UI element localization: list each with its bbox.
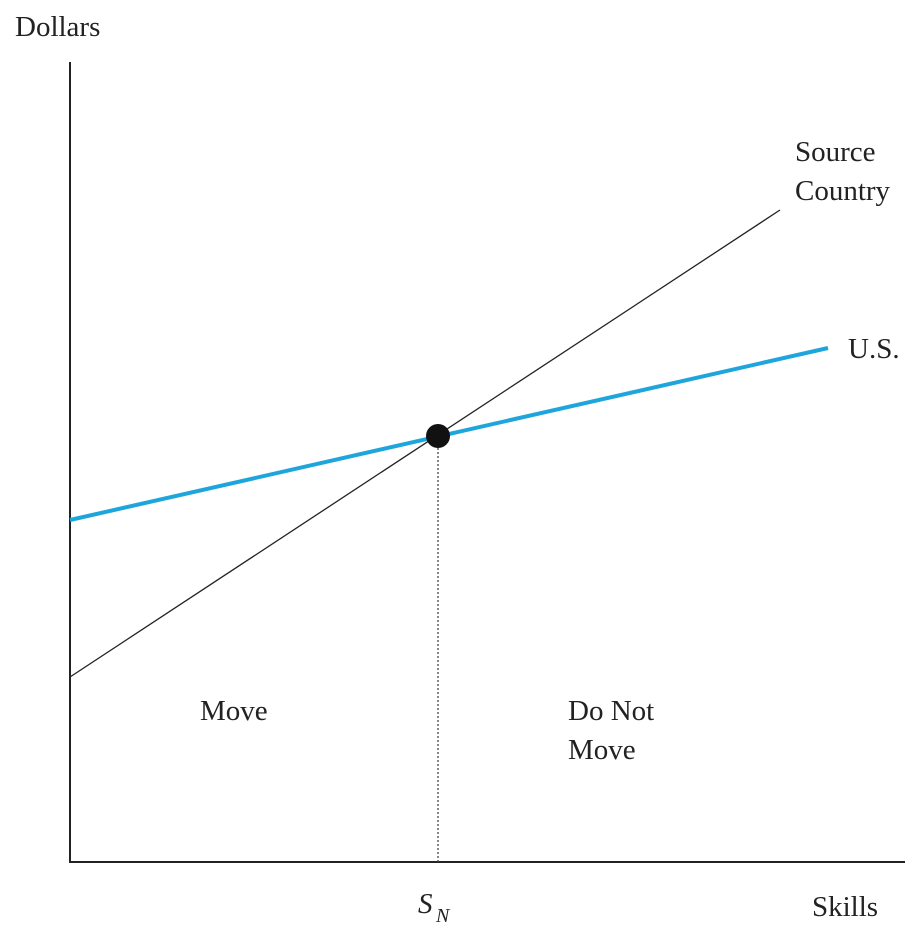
threshold-subscript: N	[435, 905, 451, 927]
curve-label: Country	[795, 175, 891, 207]
curve-label: Source	[795, 136, 876, 168]
y-axis-label: Dollars	[15, 11, 100, 43]
curve-label: U.S.	[848, 333, 900, 365]
region-label: Move	[568, 734, 636, 766]
intersection-point	[426, 424, 450, 448]
region-label: Move	[200, 695, 268, 727]
region-label: Do Not	[568, 695, 654, 727]
threshold-symbol: S	[418, 888, 433, 920]
x-axis-label: Skills	[812, 891, 878, 923]
source-country-line	[69, 209, 781, 678]
